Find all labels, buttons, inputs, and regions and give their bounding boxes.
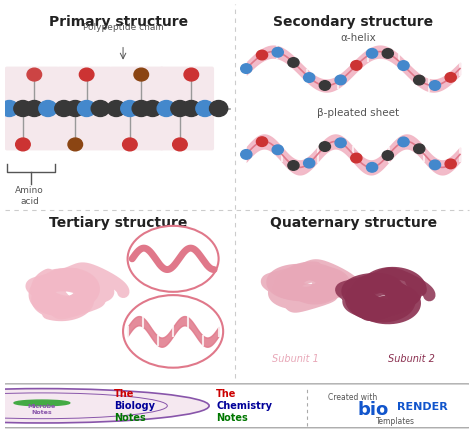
Circle shape — [39, 101, 57, 116]
Circle shape — [382, 49, 393, 58]
Circle shape — [68, 138, 82, 151]
Text: Templates: Templates — [376, 417, 415, 426]
Text: Tertiary structure: Tertiary structure — [49, 216, 188, 230]
FancyBboxPatch shape — [5, 66, 59, 151]
Circle shape — [398, 137, 409, 147]
Circle shape — [27, 68, 42, 81]
Circle shape — [184, 68, 199, 81]
Circle shape — [256, 137, 268, 146]
Circle shape — [55, 101, 73, 116]
Text: Primary structure: Primary structure — [49, 15, 188, 29]
Circle shape — [241, 64, 252, 73]
Text: Secondary structure: Secondary structure — [273, 15, 433, 29]
Circle shape — [256, 50, 268, 60]
Circle shape — [319, 142, 330, 151]
Text: Biology: Biology — [114, 401, 155, 411]
FancyBboxPatch shape — [57, 66, 112, 151]
Text: Quaternary structure: Quaternary structure — [270, 216, 437, 230]
Circle shape — [382, 151, 393, 160]
Circle shape — [241, 150, 252, 159]
Text: Notes: Notes — [216, 413, 248, 423]
Circle shape — [288, 58, 299, 67]
Circle shape — [210, 101, 228, 116]
Circle shape — [445, 159, 456, 169]
Circle shape — [66, 101, 84, 116]
Circle shape — [14, 400, 70, 406]
Text: Notes: Notes — [114, 413, 146, 423]
Circle shape — [304, 73, 315, 82]
Circle shape — [0, 101, 18, 116]
Circle shape — [132, 101, 150, 116]
Circle shape — [366, 163, 378, 172]
Circle shape — [123, 295, 223, 368]
Circle shape — [445, 72, 456, 82]
Circle shape — [288, 161, 299, 170]
Circle shape — [272, 47, 283, 57]
Circle shape — [429, 160, 440, 170]
Circle shape — [319, 81, 330, 90]
Circle shape — [196, 101, 214, 116]
Text: β-pleated sheet: β-pleated sheet — [317, 108, 399, 118]
Text: bio: bio — [358, 401, 389, 419]
Circle shape — [182, 101, 201, 116]
Circle shape — [123, 138, 137, 151]
Text: Amino
acid: Amino acid — [15, 186, 44, 206]
Circle shape — [171, 101, 189, 116]
Text: α-helix: α-helix — [340, 33, 376, 43]
Circle shape — [157, 101, 175, 116]
FancyBboxPatch shape — [159, 66, 214, 151]
Circle shape — [351, 61, 362, 70]
FancyBboxPatch shape — [109, 66, 164, 151]
Circle shape — [91, 101, 109, 116]
Text: Subunit 1: Subunit 1 — [272, 355, 319, 365]
Circle shape — [304, 158, 315, 168]
Circle shape — [351, 153, 362, 163]
Circle shape — [121, 101, 139, 116]
Text: RENDER: RENDER — [397, 402, 448, 412]
Text: Microbe: Microbe — [28, 404, 56, 409]
Circle shape — [78, 101, 96, 116]
Text: Polypeptide chain: Polypeptide chain — [82, 23, 164, 32]
Circle shape — [414, 75, 425, 85]
Circle shape — [134, 68, 148, 81]
Text: The: The — [114, 389, 134, 399]
Text: Created with: Created with — [328, 393, 377, 402]
Circle shape — [16, 138, 30, 151]
Circle shape — [414, 144, 425, 154]
Circle shape — [366, 49, 378, 58]
Circle shape — [25, 101, 44, 116]
Circle shape — [144, 101, 162, 116]
Text: The: The — [216, 389, 237, 399]
Circle shape — [107, 101, 125, 116]
Circle shape — [429, 81, 440, 90]
FancyBboxPatch shape — [2, 384, 472, 428]
Circle shape — [128, 226, 219, 292]
Text: Notes: Notes — [32, 411, 52, 415]
Circle shape — [272, 145, 283, 155]
Circle shape — [398, 61, 409, 70]
Circle shape — [0, 388, 209, 423]
Circle shape — [173, 138, 187, 151]
Circle shape — [335, 138, 346, 148]
Circle shape — [79, 68, 94, 81]
Text: Chemistry: Chemistry — [216, 401, 272, 411]
Text: Subunit 2: Subunit 2 — [388, 355, 435, 365]
Circle shape — [14, 101, 32, 116]
Circle shape — [335, 75, 346, 85]
